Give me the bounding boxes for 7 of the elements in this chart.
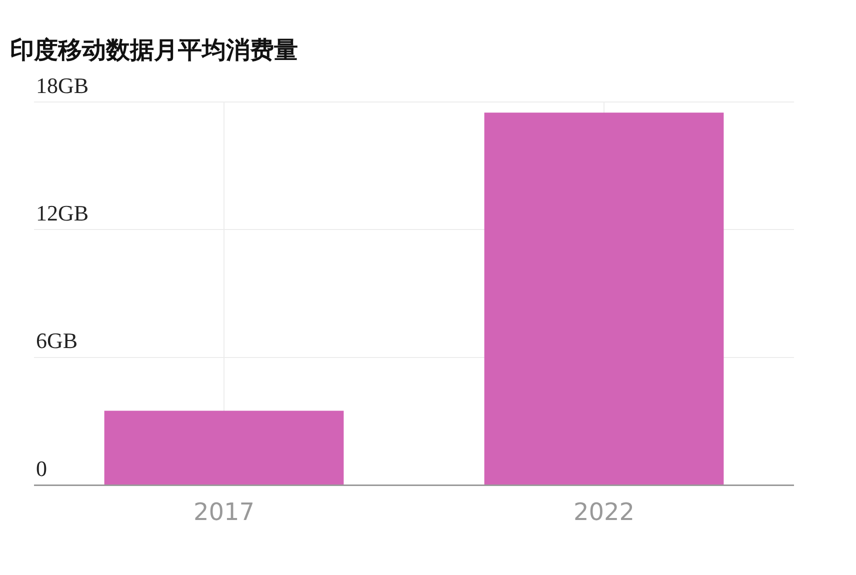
y-tick-label: 12GB — [36, 200, 89, 226]
x-tick-label: 2022 — [573, 498, 635, 526]
chart-title: 印度移动数据月平均消费量 — [10, 35, 298, 66]
y-tick-label: 6GB — [36, 328, 78, 354]
x-tick-label: 2017 — [193, 498, 255, 526]
y-tick-label: 18GB — [36, 72, 89, 98]
y-tick-label: 0 — [36, 456, 47, 481]
